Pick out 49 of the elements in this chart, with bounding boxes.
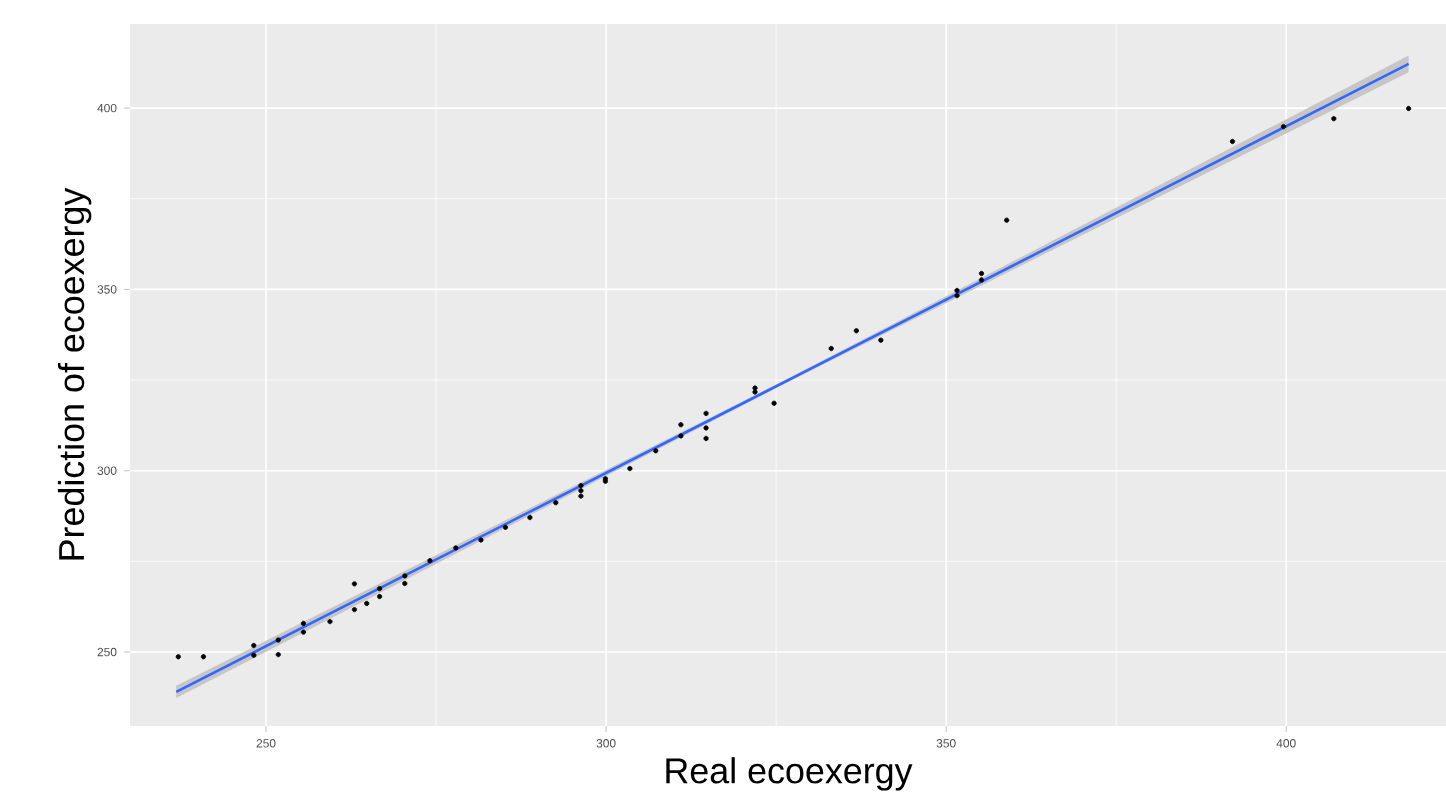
- point: [653, 448, 659, 454]
- point: [954, 287, 960, 294]
- point: [553, 500, 559, 506]
- point: [1004, 217, 1010, 223]
- point: [578, 483, 584, 489]
- point: [351, 581, 358, 587]
- point: [703, 425, 709, 431]
- x-axis-title: Real ecoexergy: [666, 757, 913, 791]
- point: [275, 637, 281, 643]
- point: [752, 385, 758, 391]
- point: [954, 292, 960, 299]
- point: [1280, 124, 1287, 130]
- point: [453, 545, 459, 551]
- point: [175, 654, 181, 660]
- point: [703, 435, 709, 442]
- point: [364, 600, 370, 607]
- point: [578, 488, 584, 494]
- point: [678, 422, 684, 428]
- point: [978, 277, 985, 283]
- point: [478, 537, 484, 543]
- point: [402, 573, 408, 579]
- point: [377, 585, 383, 592]
- point: [1406, 105, 1412, 112]
- point: [828, 345, 834, 352]
- y-axis-title: Prediction of ecoexergy: [57, 187, 92, 560]
- point: [1229, 138, 1236, 145]
- point: [878, 337, 884, 343]
- point: [703, 410, 709, 417]
- point: [502, 524, 509, 530]
- point: [251, 642, 257, 649]
- point: [251, 652, 257, 658]
- point: [1331, 116, 1337, 122]
- point: [300, 620, 307, 626]
- point: [200, 654, 207, 660]
- point: [275, 651, 281, 658]
- point: [527, 514, 533, 521]
- point: [771, 400, 777, 406]
- point: [427, 558, 433, 564]
- point: [578, 493, 584, 499]
- point: [678, 433, 684, 439]
- point: [351, 607, 358, 613]
- point: [627, 465, 633, 472]
- point: [752, 389, 758, 395]
- point: [402, 580, 408, 587]
- point: [300, 629, 307, 635]
- point: [377, 593, 383, 600]
- point: [978, 270, 985, 277]
- point: [853, 328, 859, 334]
- point: [327, 618, 333, 625]
